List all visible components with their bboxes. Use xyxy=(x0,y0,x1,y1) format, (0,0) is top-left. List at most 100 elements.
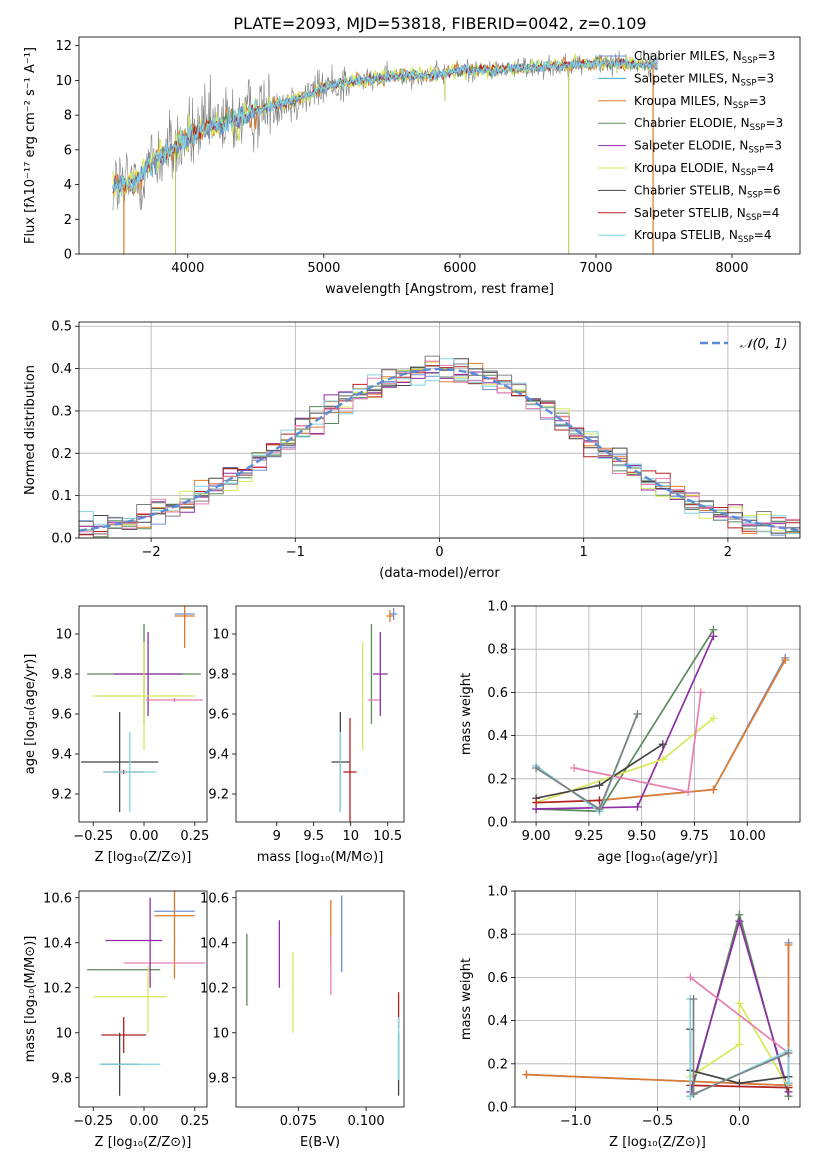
legend-entry: Chabrier ELODIE, NSSP=3 xyxy=(634,116,783,133)
series-marker xyxy=(633,802,642,811)
legend-subscript: SSP xyxy=(747,190,763,200)
series-marker xyxy=(735,917,744,926)
series-marker xyxy=(532,764,541,772)
y-tick-label: 8 xyxy=(64,109,72,124)
errorbar-point xyxy=(174,606,195,648)
y-tick-label: 9.4 xyxy=(51,748,72,763)
series-marker xyxy=(784,1079,793,1088)
plot-area-massweight-vs-age xyxy=(532,625,790,816)
series-marker xyxy=(784,1049,793,1057)
legend-subscript: SSP xyxy=(746,213,762,223)
y-tick-label: 10.6 xyxy=(200,891,229,906)
legend-entry: Salpeter ELODIE, NSSP=3 xyxy=(634,139,782,156)
series-marker xyxy=(532,798,541,807)
y-tick-label: 0.8 xyxy=(487,643,508,658)
ticks-age-vs-mass: 9 9.5 10 10.5 9.2 9.4 9.6 9.8 10 xyxy=(208,628,402,845)
legend-tail: =3 xyxy=(766,116,784,130)
mass-weight-series xyxy=(535,717,714,804)
y-tick-label: 10 xyxy=(212,1026,229,1041)
series-marker xyxy=(735,1040,744,1049)
series-marker xyxy=(696,688,705,697)
y-tick-label: 10 xyxy=(55,74,72,89)
errorbar-point xyxy=(154,891,195,979)
x-tick-label: 0.00 xyxy=(130,829,159,844)
figure-title: PLATE=2093, MJD=53818, FIBERID=0042, z=0… xyxy=(233,14,646,33)
series-marker xyxy=(709,632,718,641)
histogram-step xyxy=(79,355,800,538)
legend-entry: 𝒩(0, 1) xyxy=(740,337,787,352)
legend-tail: =3 xyxy=(749,94,767,108)
axes-massweight-vs-age: 9.00 9.25 9.50 9.75 10.00 0.0 0.2 0.4 0.6 0.8 1.0 a… xyxy=(459,600,801,865)
series-marker xyxy=(633,710,642,718)
errorbar-point xyxy=(93,642,195,750)
plot-area-mass-vs-Z xyxy=(87,891,205,1096)
legend-entry: Kroupa STELIB, NSSP=4 xyxy=(634,228,772,245)
axes-frame xyxy=(235,605,405,823)
legend-entry: Chabrier STELIB, NSSP=6 xyxy=(634,183,781,200)
x-tick-label: −1 xyxy=(286,545,305,560)
legend-entry: Salpeter STELIB, NSSP=4 xyxy=(634,206,779,223)
plot-area-residuals xyxy=(79,355,800,538)
legend-tail: =4 xyxy=(756,161,774,175)
x-tick-label: 7000 xyxy=(579,261,612,276)
axes-frame xyxy=(78,321,801,539)
x-tick-label: 0.075 xyxy=(280,1114,317,1129)
y-tick-label: 2 xyxy=(64,213,72,228)
y-tick-label: 9.8 xyxy=(51,668,72,683)
x-tick-label: 1 xyxy=(580,545,588,560)
series-marker xyxy=(658,755,667,764)
y-tick-label: 10.4 xyxy=(43,936,72,951)
x-tick-label: 0.0 xyxy=(729,1114,750,1129)
y-tick-label: 9.2 xyxy=(208,788,229,803)
errorbar-point xyxy=(113,632,183,716)
y-axis-label: age [log₁₀(age/yr)] xyxy=(23,654,38,775)
y-tick-label: 0.4 xyxy=(487,729,508,744)
spectrum-model-line xyxy=(112,57,658,198)
x-tick-label: 0.100 xyxy=(347,1114,384,1129)
x-axis-label: Z [log₁₀(Z/Z⊙)] xyxy=(95,1135,192,1150)
x-tick-label: 4000 xyxy=(171,261,204,276)
errorbar-point xyxy=(146,698,203,702)
y-tick-label: 4 xyxy=(64,178,72,193)
x-tick-label: −0.5 xyxy=(642,1114,674,1129)
x-axis-label: age [log₁₀(age/yr)] xyxy=(597,850,718,865)
x-tick-label: 9.00 xyxy=(522,829,551,844)
y-tick-label: 9.2 xyxy=(51,788,72,803)
y-tick-label: 0.1 xyxy=(51,489,72,504)
x-tick-label: 10.00 xyxy=(729,829,766,844)
legend-tail: =3 xyxy=(764,139,782,153)
y-tick-label: 10.6 xyxy=(43,891,72,906)
y-tick-label: 0.2 xyxy=(51,447,72,462)
x-tick-label: 9.5 xyxy=(303,829,324,844)
y-tick-label: 9.6 xyxy=(51,708,72,723)
y-tick-label: 0.4 xyxy=(487,1014,508,1029)
series-marker xyxy=(684,787,693,796)
ticks-age-vs-Z: −0.25 0.00 0.25 9.2 9.4 9.6 9.8 10 xyxy=(51,628,209,845)
y-tick-label: 9.6 xyxy=(208,708,229,723)
series-marker xyxy=(735,999,744,1008)
y-tick-label: 0.6 xyxy=(487,971,508,986)
y-tick-label: 12 xyxy=(55,39,72,54)
y-tick-label: 6 xyxy=(64,143,72,158)
errorbar-point xyxy=(386,610,394,622)
plot-area-age-vs-mass xyxy=(331,608,398,822)
y-tick-label: 0.8 xyxy=(487,928,508,943)
x-axis-label: Z [log₁₀(Z/Z⊙)] xyxy=(95,850,192,865)
x-axis-label: (data-model)/error xyxy=(379,566,500,581)
series-marker xyxy=(570,764,579,772)
y-tick-label: 10.2 xyxy=(43,981,72,996)
mass-weight-series xyxy=(536,799,600,804)
mass-weight-series xyxy=(535,743,664,800)
axes-frame xyxy=(514,890,801,1108)
series-marker xyxy=(595,781,604,790)
x-tick-label: 0.25 xyxy=(180,829,209,844)
x-tick-label: 6000 xyxy=(443,261,476,276)
spectrum-legend: Chabrier MILES, NSSP=3 Salpeter MILES, NS… xyxy=(598,49,783,245)
series-marker xyxy=(709,785,718,794)
x-tick-label: 0.00 xyxy=(130,1114,159,1129)
y-tick-label: 1.0 xyxy=(487,885,508,900)
series-marker xyxy=(781,656,790,664)
x-tick-label: −2 xyxy=(142,545,161,560)
legend-tail: =3 xyxy=(758,49,776,63)
